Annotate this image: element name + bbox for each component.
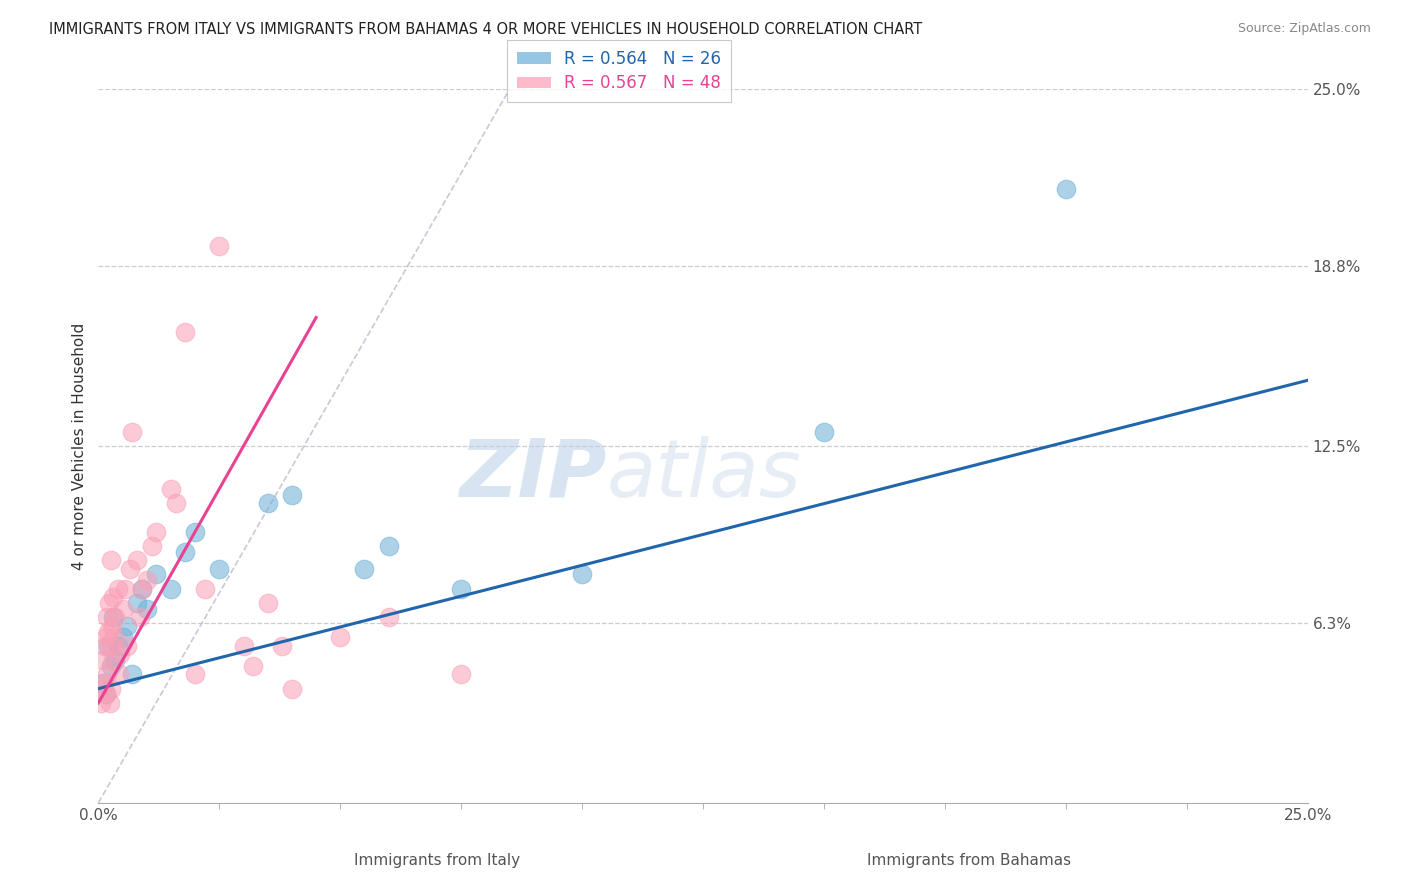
Point [100, 658, 122, 673]
Point [145, 524, 167, 539]
Point [160, 482, 183, 496]
Point [104, 610, 127, 624]
Point [100, 553, 122, 567]
Point [141, 539, 163, 553]
Point [281, 681, 304, 696]
Point [94, 630, 117, 644]
Point [121, 425, 143, 439]
Point [93, 639, 115, 653]
Text: atlas: atlas [606, 435, 801, 514]
Point [184, 667, 207, 681]
Point [103, 630, 125, 644]
Point [242, 658, 264, 673]
Point [114, 582, 136, 596]
Point [377, 610, 399, 624]
Point [91, 676, 114, 690]
Point [131, 582, 153, 596]
Point [97, 624, 120, 639]
Text: Source: ZipAtlas.com: Source: ZipAtlas.com [1237, 22, 1371, 36]
Point [111, 630, 134, 644]
Point [98, 596, 121, 610]
Point [108, 648, 131, 662]
Point [107, 582, 129, 596]
Text: Immigrants from Italy: Immigrants from Italy [354, 853, 520, 868]
Point [160, 582, 183, 596]
Point [165, 496, 187, 510]
Point [90, 696, 112, 710]
Point [256, 596, 278, 610]
Point [194, 582, 217, 596]
Point [450, 667, 472, 681]
Point [104, 653, 127, 667]
Point [107, 639, 129, 653]
Point [93, 676, 115, 690]
Point [1054, 182, 1077, 196]
Point [329, 630, 352, 644]
Point [101, 619, 124, 633]
Point [571, 567, 593, 582]
Point [121, 667, 143, 681]
Point [127, 596, 149, 610]
Point [208, 239, 231, 253]
Point [145, 567, 167, 582]
Point [450, 582, 472, 596]
Point [101, 653, 124, 667]
Point [377, 539, 399, 553]
Point [184, 524, 207, 539]
Point [111, 601, 134, 615]
Point [131, 582, 153, 596]
Point [101, 591, 124, 605]
Point [813, 425, 835, 439]
Text: ZIP: ZIP [458, 435, 606, 514]
Point [101, 610, 124, 624]
Point [271, 639, 294, 653]
Point [117, 619, 139, 633]
Point [100, 639, 122, 653]
Point [97, 639, 120, 653]
Point [107, 667, 129, 681]
Point [100, 681, 122, 696]
Point [94, 687, 117, 701]
Point [208, 562, 231, 576]
Point [135, 573, 157, 587]
Point [96, 610, 118, 624]
Point [281, 487, 304, 501]
Point [98, 696, 121, 710]
Point [118, 562, 141, 576]
Text: IMMIGRANTS FROM ITALY VS IMMIGRANTS FROM BAHAMAS 4 OR MORE VEHICLES IN HOUSEHOLD: IMMIGRANTS FROM ITALY VS IMMIGRANTS FROM… [49, 22, 922, 37]
Point [127, 553, 149, 567]
Point [135, 601, 157, 615]
Text: Immigrants from Bahamas: Immigrants from Bahamas [868, 853, 1071, 868]
Y-axis label: 4 or more Vehicles in Household: 4 or more Vehicles in Household [72, 322, 87, 570]
Point [117, 639, 139, 653]
Point [128, 610, 150, 624]
Point [174, 325, 197, 339]
Point [256, 496, 278, 510]
Legend: R = 0.564   N = 26, R = 0.567   N = 48: R = 0.564 N = 26, R = 0.567 N = 48 [508, 39, 731, 103]
Point [91, 681, 114, 696]
Point [94, 687, 117, 701]
Point [232, 639, 254, 653]
Point [353, 562, 375, 576]
Point [174, 544, 197, 558]
Point [91, 653, 114, 667]
Point [96, 667, 118, 681]
